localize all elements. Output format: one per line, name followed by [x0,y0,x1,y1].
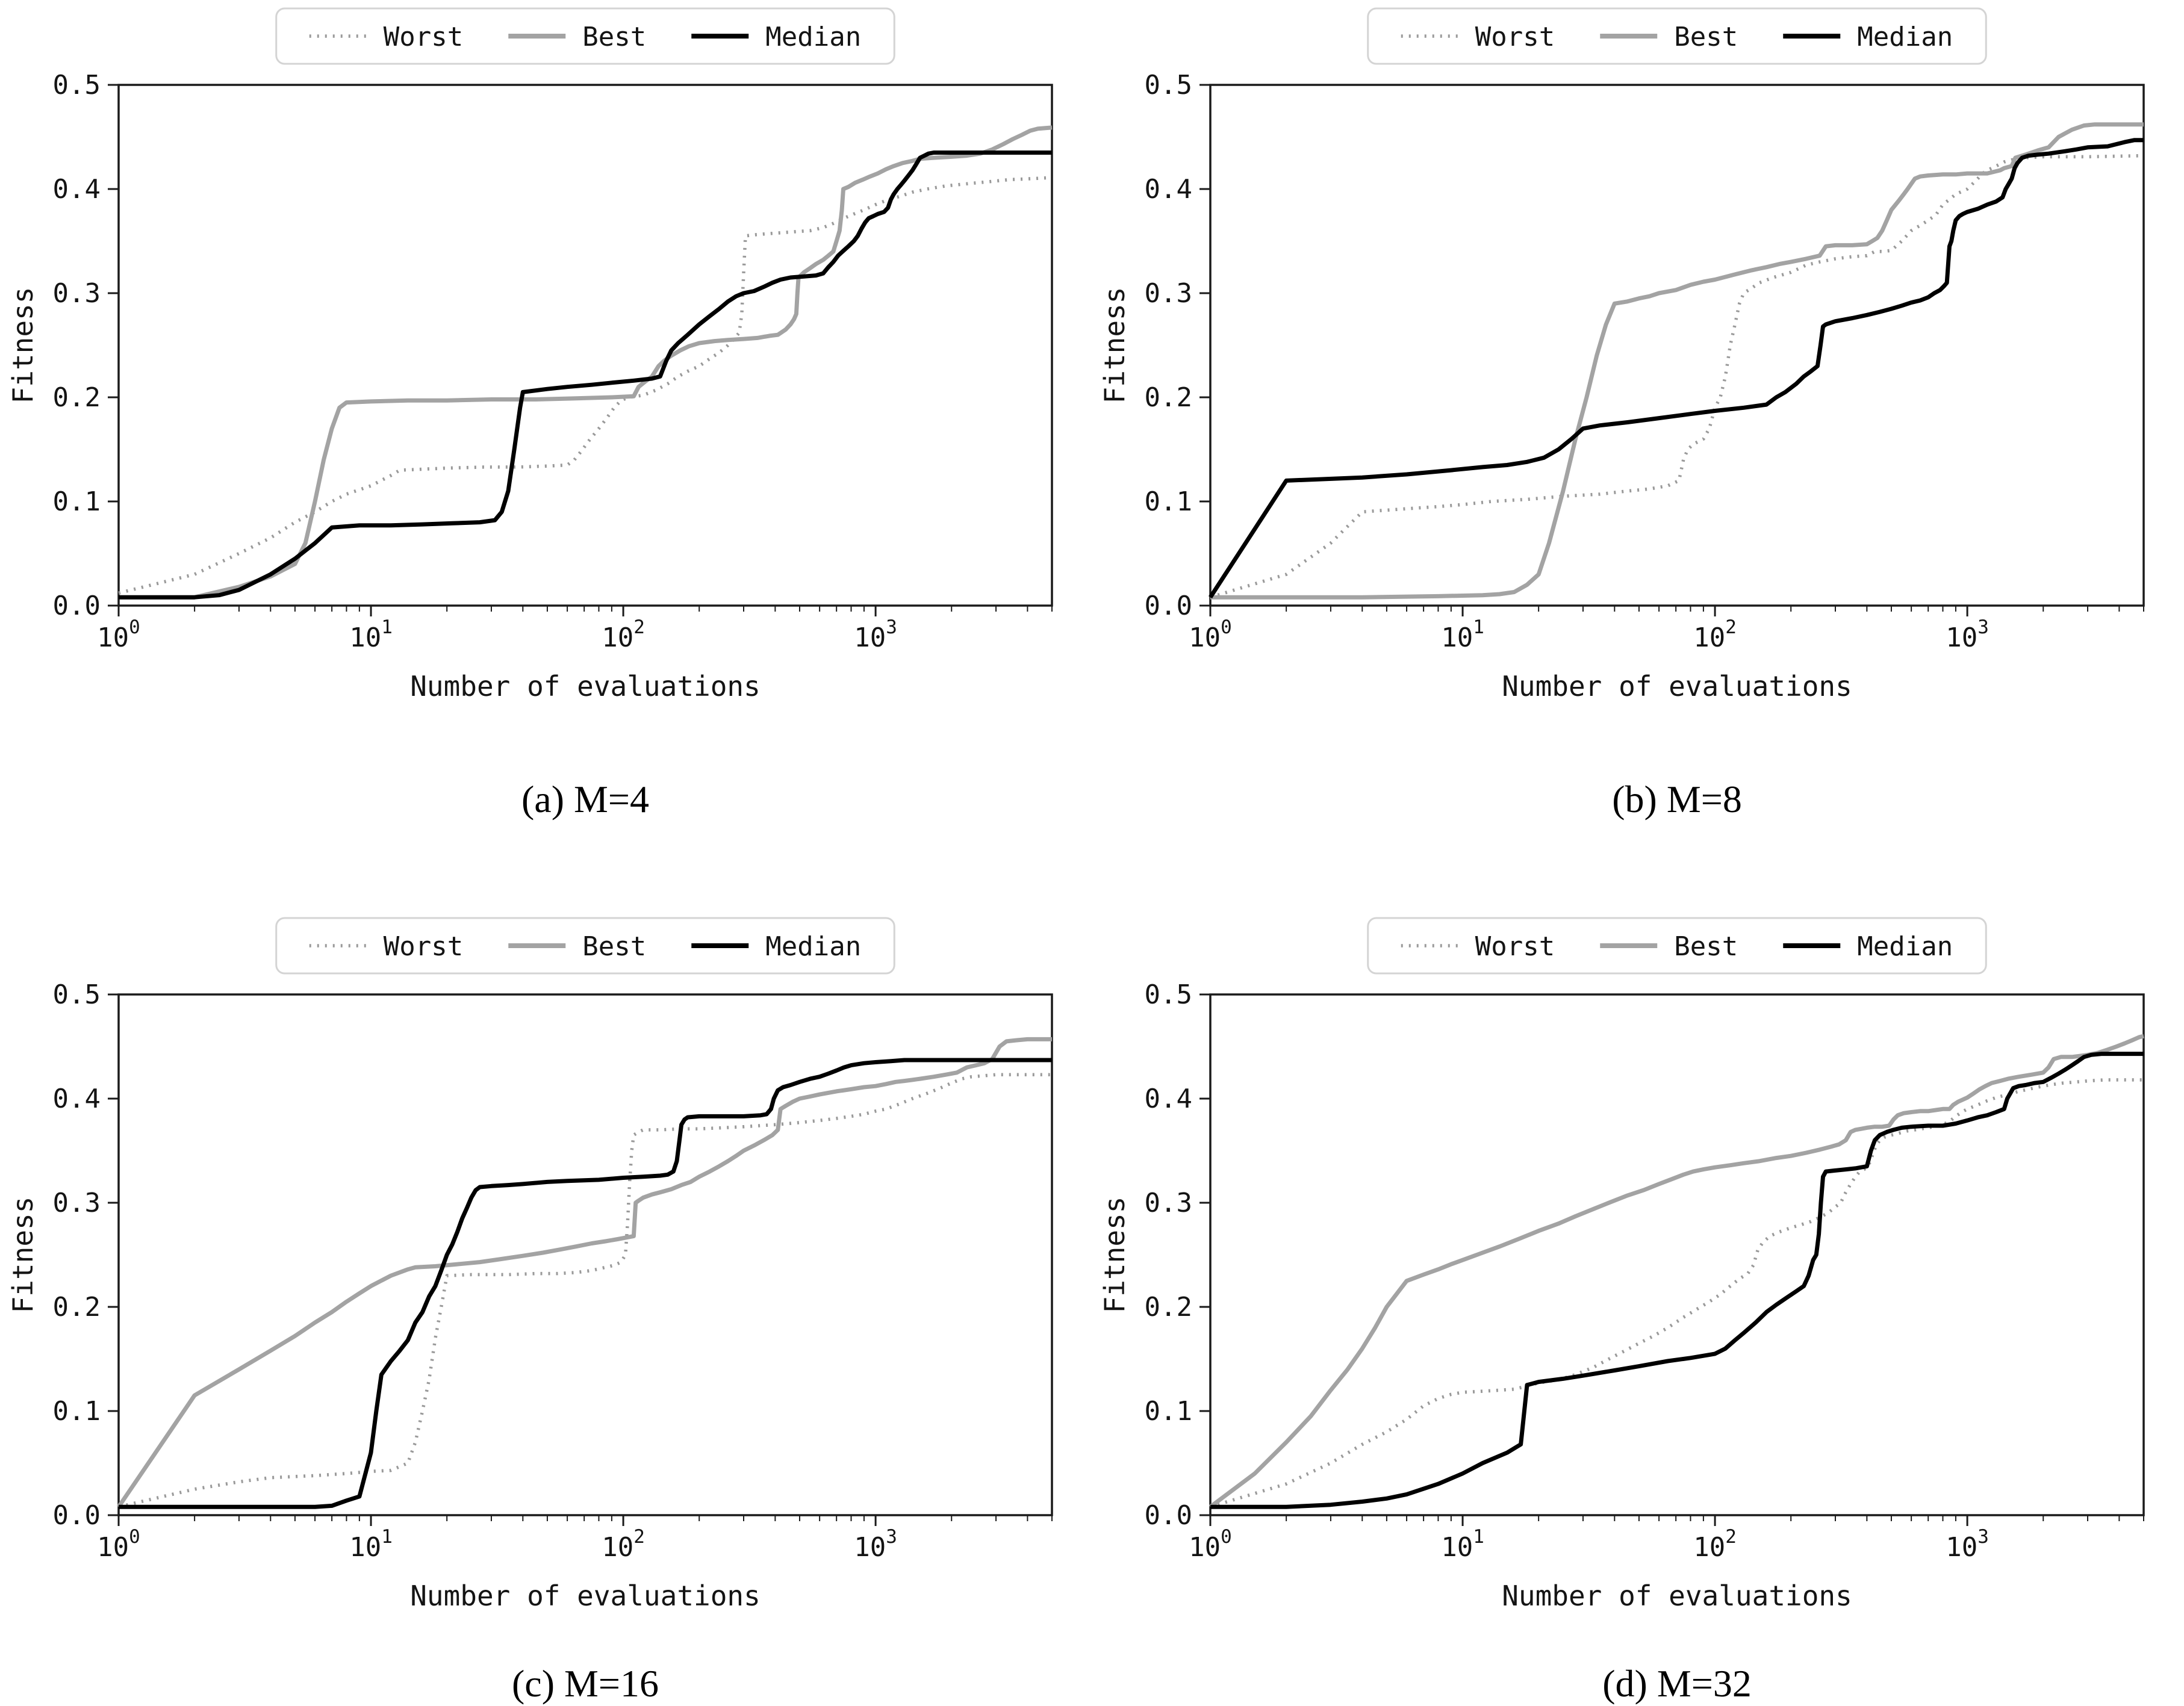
legend-label-worst: Worst [384,22,463,52]
series-line-best [1210,122,2144,600]
legend-box [1367,7,1987,65]
caption-c: (c) M=16 [511,1662,659,1705]
y-tick-label: 0.2 [1145,382,1192,413]
y-tick-label: 0.1 [53,1396,101,1427]
series-line-best [119,125,1053,600]
x-tick-label: 103 [854,1526,897,1563]
caption-b: (b) M=8 [1612,778,1742,820]
y-tick-label: 0.1 [1145,1396,1192,1427]
legend-label-best: Best [582,22,646,52]
x-tick-label: 103 [854,616,897,653]
subplot-c: 100 101 102 103 0.0 0.1 0.2 0.3 0.4 0.5 Number of … [0,853,1092,1706]
legend-box [275,7,895,65]
legend-box [275,917,895,975]
y-tick-label: 0.3 [53,1188,101,1218]
y-tick-label: 0.4 [1145,1084,1192,1114]
legend-box [1367,917,1987,975]
chart-b-canvas: 100 101 102 103 0.0 0.1 0.2 0.3 0.4 0.5 Number of … [1098,7,2145,703]
legend-label-worst: Worst [1475,22,1555,52]
y-tick-label: 0.5 [53,979,101,1010]
x-axis-label: Number of evaluations [410,670,761,703]
x-tick-label: 100 [1189,616,1232,653]
x-axis-label: Number of evaluations [1502,670,1852,703]
subplot-a: 100 101 102 103 0.0 0.1 0.2 0.3 0.4 0.5 Number of … [0,0,1092,853]
legend-label-worst: Worst [1475,931,1555,962]
y-axis-label: Fitness [1098,1197,1131,1314]
series-line-worst [1210,1078,2144,1509]
chart-d-canvas: 100 101 102 103 0.0 0.1 0.2 0.3 0.4 0.5 Number of … [1098,917,2145,1612]
y-axis-label: Fitness [7,1197,39,1314]
series-line-best [117,1037,1052,1509]
x-tick-label: 101 [349,616,393,653]
y-tick-label: 0.4 [53,174,101,205]
legend-label-best: Best [582,931,646,962]
legend-label-best: Best [1674,931,1738,962]
x-tick-label: 102 [602,1526,645,1563]
y-tick-label: 0.1 [53,486,101,517]
chart-c-canvas: 100 101 102 103 0.0 0.1 0.2 0.3 0.4 0.5 Number of … [7,917,1053,1612]
subplot-d: 100 101 102 103 0.0 0.1 0.2 0.3 0.4 0.5 Number of … [1092,853,2184,1706]
y-tick-label: 0.2 [53,382,101,413]
legend-label-best: Best [1674,22,1738,52]
y-tick-label: 0.2 [53,1292,101,1323]
y-tick-label: 0.2 [1145,1292,1192,1323]
chart-a-canvas: 100 101 102 103 0.0 0.1 0.2 0.3 0.4 0.5 Number of … [7,7,1053,703]
y-tick-label: 0.0 [53,591,101,621]
legend-label-median: Median [1857,931,1953,962]
y-tick-label: 0.3 [53,278,101,309]
y-tick-label: 0.3 [1145,278,1192,309]
y-tick-label: 0.0 [1145,1500,1192,1531]
x-tick-label: 100 [1189,1526,1232,1563]
y-tick-label: 0.0 [1145,591,1192,621]
legend-label-worst: Worst [384,931,463,962]
x-tick-label: 103 [1946,616,1989,653]
x-tick-label: 101 [1441,1526,1484,1563]
x-tick-label: 101 [1441,616,1484,653]
caption-d: (d) M=32 [1602,1662,1752,1705]
plot-frame [1209,993,2145,1516]
legend-label-median: Median [765,931,861,962]
y-axis-label: Fitness [7,287,39,404]
y-tick-label: 0.5 [1145,979,1192,1010]
series-line-median [119,1058,1052,1509]
y-tick-label: 0.4 [1145,174,1192,205]
series-line-best [1209,1034,2144,1509]
subplot-b: 100 101 102 103 0.0 0.1 0.2 0.3 0.4 0.5 Number of … [1092,0,2184,853]
legend-label-median: Median [1857,22,1953,52]
y-tick-label: 0.5 [53,70,101,101]
y-tick-label: 0.3 [1145,1188,1192,1218]
x-tick-label: 102 [1693,616,1737,653]
y-tick-label: 0.4 [53,1084,101,1114]
legend-label-median: Median [765,22,861,52]
x-tick-label: 100 [97,616,140,653]
plot-frame [117,993,1053,1516]
series-line-median [119,150,1052,600]
plot-frame [1209,84,2145,607]
x-tick-label: 100 [97,1526,140,1563]
y-tick-label: 0.0 [53,1500,101,1531]
x-tick-label: 102 [602,616,645,653]
y-tick-label: 0.5 [1145,70,1192,101]
caption-a: (a) M=4 [521,778,650,820]
x-tick-label: 103 [1946,1526,1989,1563]
y-tick-label: 0.1 [1145,486,1192,517]
plot-frame [117,84,1053,607]
x-tick-label: 101 [349,1526,393,1563]
x-tick-label: 102 [1693,1526,1737,1563]
series-line-median [1209,138,2144,599]
y-axis-label: Fitness [1098,287,1131,404]
x-axis-label: Number of evaluations [1502,1580,1852,1612]
x-axis-label: Number of evaluations [410,1580,761,1612]
series-line-median [1210,1052,2144,1509]
